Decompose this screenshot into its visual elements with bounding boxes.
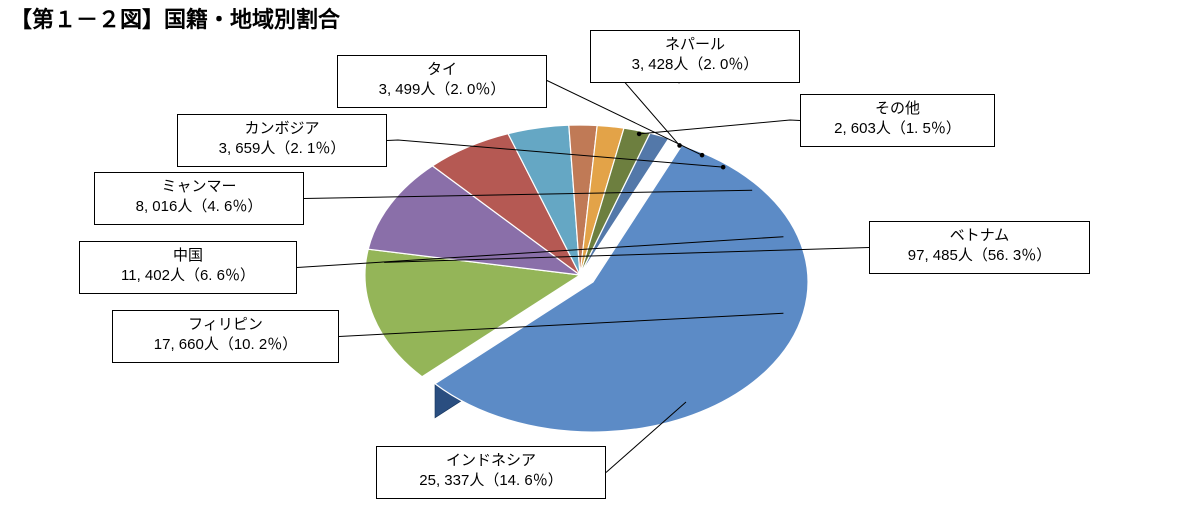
callout-value: 25, 337人（14. 6％）	[387, 471, 595, 491]
callout-name: フィリピン	[123, 315, 328, 335]
callout-value: 3, 499人（2. 0％）	[348, 80, 536, 100]
callout-name: インドネシア	[387, 451, 595, 471]
callout-value: 3, 428人（2. 0％）	[601, 55, 789, 75]
leader-dot-nepal	[677, 143, 682, 148]
callout-other: その他2, 603人（1. 5％）	[800, 94, 995, 147]
callout-cambodia: カンボジア3, 659人（2. 1％）	[177, 114, 387, 167]
callout-value: 3, 659人（2. 1％）	[188, 139, 376, 159]
leader-dot-thailand	[700, 153, 705, 158]
callout-name: カンボジア	[188, 119, 376, 139]
callout-indonesia: インドネシア25, 337人（14. 6％）	[376, 446, 606, 499]
leader-dot-cambodia	[721, 165, 726, 170]
callout-value: 8, 016人（4. 6％）	[105, 197, 293, 217]
leader-dot-other	[637, 132, 642, 137]
callout-name: タイ	[348, 60, 536, 80]
callout-value: 97, 485人（56. 3％）	[880, 246, 1079, 266]
callout-value: 11, 402人（6. 6％）	[90, 266, 286, 286]
callout-value: 2, 603人（1. 5％）	[811, 119, 984, 139]
callout-name: その他	[811, 99, 984, 119]
callout-thailand: タイ3, 499人（2. 0％）	[337, 55, 547, 108]
callout-china: 中国11, 402人（6. 6％）	[79, 241, 297, 294]
callout-myanmar: ミャンマー8, 016人（4. 6％）	[94, 172, 304, 225]
callout-philippines: フィリピン17, 660人（10. 2％）	[112, 310, 339, 363]
callout-name: ネパール	[601, 35, 789, 55]
callout-name: 中国	[90, 246, 286, 266]
callout-vietnam: ベトナム97, 485人（56. 3％）	[869, 221, 1090, 274]
callout-name: ベトナム	[880, 226, 1079, 246]
callout-value: 17, 660人（10. 2％）	[123, 335, 328, 355]
callout-name: ミャンマー	[105, 177, 293, 197]
callout-nepal: ネパール3, 428人（2. 0％）	[590, 30, 800, 83]
